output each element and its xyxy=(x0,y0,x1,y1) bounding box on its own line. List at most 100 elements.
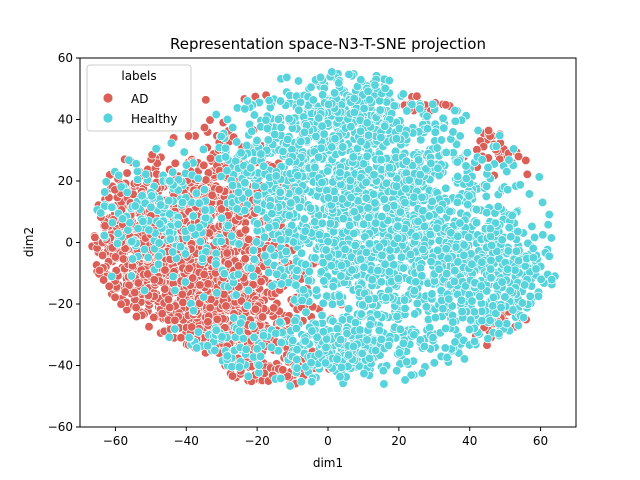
point-healthy xyxy=(380,259,390,269)
point-healthy xyxy=(508,144,519,154)
point-healthy xyxy=(369,170,379,180)
point-healthy xyxy=(211,259,221,269)
point-ad xyxy=(522,169,532,179)
point-healthy xyxy=(294,105,304,115)
point-healthy xyxy=(511,246,522,256)
point-ad xyxy=(521,155,531,166)
point-healthy xyxy=(346,192,356,203)
point-healthy xyxy=(359,368,369,379)
point-healthy xyxy=(334,291,344,301)
point-healthy xyxy=(263,135,273,145)
point-healthy xyxy=(233,187,244,197)
point-healthy xyxy=(219,269,229,279)
point-healthy xyxy=(503,246,513,256)
y-axis-label: dim2 xyxy=(22,227,36,257)
point-healthy xyxy=(267,281,277,291)
point-healthy xyxy=(198,144,209,155)
point-healthy xyxy=(503,185,513,195)
point-healthy xyxy=(355,126,366,136)
point-healthy xyxy=(469,307,479,317)
point-healthy xyxy=(356,75,366,85)
series-healthy xyxy=(92,67,560,391)
point-healthy xyxy=(336,260,347,271)
point-healthy xyxy=(377,211,387,222)
point-healthy xyxy=(497,235,507,245)
point-healthy xyxy=(300,336,310,346)
point-healthy xyxy=(164,196,174,206)
point-healthy xyxy=(147,191,157,201)
point-healthy xyxy=(276,373,286,384)
point-healthy xyxy=(491,141,501,151)
point-healthy xyxy=(477,155,487,165)
point-healthy xyxy=(438,113,448,123)
point-healthy xyxy=(496,302,506,313)
point-healthy xyxy=(328,281,338,292)
point-healthy xyxy=(283,134,293,145)
point-healthy xyxy=(547,275,557,285)
point-ad xyxy=(483,125,494,136)
point-healthy xyxy=(350,240,360,251)
point-healthy xyxy=(513,256,524,266)
point-healthy xyxy=(317,90,328,100)
point-healthy xyxy=(301,307,311,317)
point-healthy xyxy=(364,95,375,105)
y-tick-label: −60 xyxy=(48,420,73,434)
point-healthy xyxy=(443,253,453,263)
point-healthy xyxy=(122,187,132,198)
point-healthy xyxy=(348,152,358,162)
point-healthy xyxy=(144,225,154,235)
point-healthy xyxy=(398,338,409,348)
point-healthy xyxy=(323,99,334,110)
point-healthy xyxy=(107,218,118,228)
point-healthy xyxy=(284,227,294,237)
point-ad xyxy=(214,184,224,195)
point-healthy xyxy=(349,93,359,104)
x-tick-label: −40 xyxy=(174,434,199,448)
point-healthy xyxy=(393,233,403,243)
point-ad xyxy=(203,279,213,289)
point-healthy xyxy=(265,201,275,211)
point-healthy xyxy=(310,162,320,173)
point-healthy xyxy=(242,96,253,106)
point-healthy xyxy=(296,377,306,387)
point-healthy xyxy=(327,142,337,152)
points-layer xyxy=(87,67,560,391)
point-healthy xyxy=(271,171,281,181)
point-healthy xyxy=(450,337,460,347)
point-healthy xyxy=(252,204,263,214)
point-healthy xyxy=(133,174,143,185)
point-healthy xyxy=(450,116,460,126)
point-healthy xyxy=(471,218,482,228)
point-healthy xyxy=(486,264,496,274)
point-healthy xyxy=(544,209,554,220)
point-healthy xyxy=(440,343,450,353)
point-healthy xyxy=(294,202,305,213)
point-healthy xyxy=(246,263,256,273)
point-healthy xyxy=(240,104,250,114)
point-healthy xyxy=(323,193,334,203)
point-healthy xyxy=(392,366,402,376)
point-healthy xyxy=(336,271,346,281)
point-healthy xyxy=(427,289,437,299)
point-healthy xyxy=(296,136,306,147)
point-healthy xyxy=(487,240,497,251)
point-healthy xyxy=(430,127,440,137)
point-healthy xyxy=(422,124,433,134)
point-healthy xyxy=(321,342,331,353)
point-healthy xyxy=(528,253,539,263)
point-healthy xyxy=(424,211,434,221)
point-healthy xyxy=(365,320,375,330)
point-healthy xyxy=(243,371,253,381)
point-healthy xyxy=(399,295,410,305)
point-healthy xyxy=(317,218,327,228)
point-healthy xyxy=(364,353,375,364)
point-healthy xyxy=(441,147,451,158)
point-ad xyxy=(178,297,188,308)
point-healthy xyxy=(383,340,394,351)
point-healthy xyxy=(381,293,391,303)
point-healthy xyxy=(344,69,354,80)
point-healthy xyxy=(450,105,460,116)
point-healthy xyxy=(245,163,256,173)
point-healthy xyxy=(314,230,325,240)
point-healthy xyxy=(392,181,402,191)
